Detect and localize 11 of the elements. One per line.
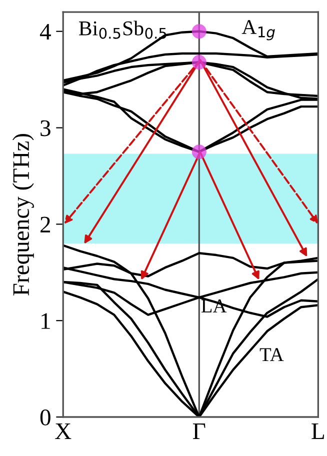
annotation: A$_{1g}$: [242, 20, 275, 40]
annotation: TA: [260, 348, 284, 361]
x-tick-label: L: [312, 423, 324, 439]
y-tick-label: 0: [40, 410, 50, 426]
y-axis-title: Frequency (THz): [12, 134, 34, 296]
y-tick-label: 2: [40, 216, 50, 232]
x-tick-label: Γ: [192, 423, 206, 439]
y-tick-label: 4: [40, 24, 51, 40]
y-tick-label: 1: [42, 313, 50, 329]
y-tick-label: 3: [40, 120, 50, 136]
x-tick-label: X: [55, 423, 72, 439]
